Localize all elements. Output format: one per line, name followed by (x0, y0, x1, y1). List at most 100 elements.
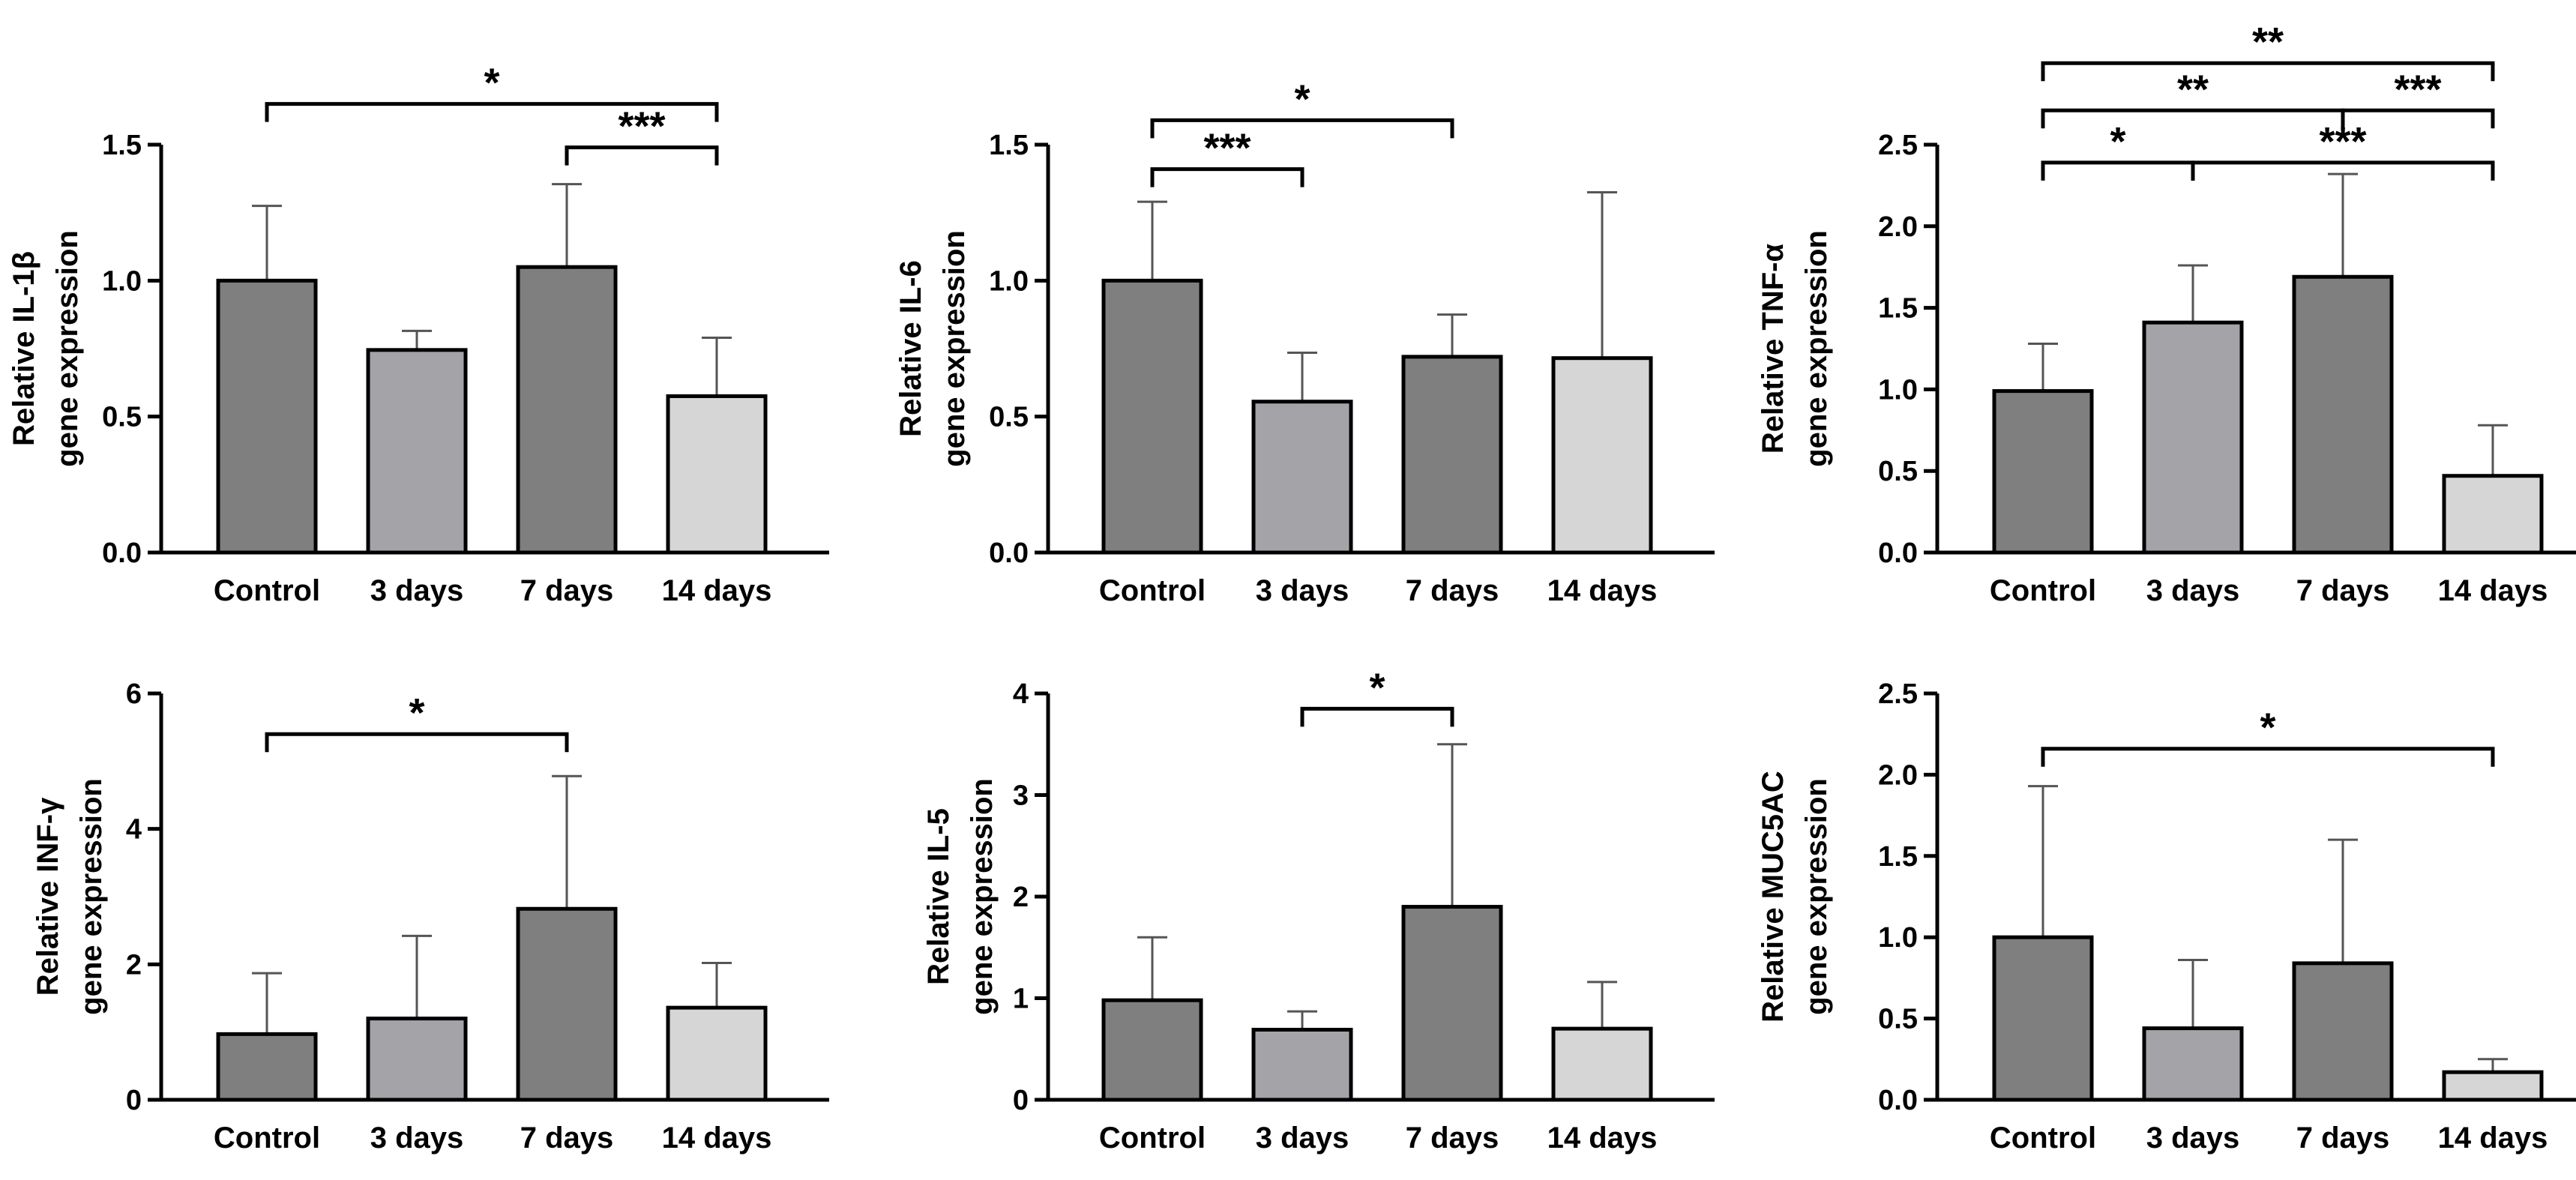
x-category-label: 14 days (1547, 1122, 1658, 1155)
x-category-label: 7 days (520, 574, 614, 607)
significance-label: *** (1203, 126, 1251, 171)
y-tick-label: 1.5 (1878, 293, 1918, 325)
significance-label: * (1294, 76, 1310, 121)
bar (1101, 998, 1203, 1102)
bar (666, 394, 768, 555)
y-axis-title: gene expression (75, 778, 108, 1015)
y-tick-label: 2 (1013, 882, 1029, 913)
bar (516, 906, 618, 1102)
significance-label: * (409, 690, 424, 735)
bar (2142, 1026, 2244, 1102)
bar (2142, 320, 2244, 555)
y-tick-label: 2.0 (1878, 759, 1918, 791)
significance-bracket (2041, 747, 2495, 767)
x-category-label: 7 days (2296, 1122, 2390, 1155)
x-category-label: 7 days (520, 1122, 614, 1155)
y-tick-label: 3 (1013, 780, 1029, 812)
y-tick-label: 1.5 (989, 130, 1029, 161)
significance-label: *** (2319, 119, 2366, 164)
significance-label: * (484, 61, 499, 106)
y-tick-label: 1.0 (1878, 374, 1918, 406)
x-category-label: Control (1099, 1122, 1206, 1155)
x-category-label: 14 days (1547, 574, 1658, 607)
y-tick-label: 4 (1013, 678, 1029, 710)
bar (2442, 1070, 2544, 1102)
y-tick-label: 0.0 (102, 538, 142, 569)
bar (366, 1017, 468, 1102)
x-category-label: 7 days (2296, 574, 2390, 607)
x-category-label: Control (1099, 574, 1206, 607)
bar (1251, 400, 1353, 555)
y-axis-title: Relative IL-5 (922, 808, 955, 985)
y-tick-label: 4 (126, 814, 142, 846)
y-tick-label: 0.0 (1878, 1085, 1918, 1116)
y-tick-label: 0.5 (102, 402, 142, 433)
bar (1992, 389, 2094, 555)
significance-bracket (2041, 108, 2345, 129)
significance-bracket (2041, 61, 2495, 82)
y-tick-label: 1.0 (989, 265, 1029, 297)
x-category-label: 14 days (2438, 1122, 2548, 1155)
y-axis-title: Relative IL-6 (894, 260, 927, 437)
y-axis-title: gene expression (1800, 778, 1833, 1015)
y-tick-label: 2 (126, 949, 142, 981)
significance-bracket (1150, 118, 1454, 139)
y-tick-label: 0 (1013, 1085, 1029, 1116)
significance-label: * (1369, 665, 1385, 710)
y-axis-title: gene expression (51, 230, 84, 467)
y-tick-label: 1.5 (1878, 841, 1918, 873)
y-tick-label: 1.0 (102, 265, 142, 297)
bar (666, 1005, 768, 1102)
bar (216, 1032, 318, 1102)
significance-label: * (2260, 705, 2275, 750)
y-tick-label: 0 (126, 1085, 142, 1116)
y-tick-label: 6 (126, 678, 142, 710)
x-category-label: 3 days (1256, 1122, 1349, 1155)
y-tick-label: 2.5 (1878, 130, 1918, 161)
x-category-label: 3 days (2146, 1122, 2240, 1155)
significance-bracket (265, 732, 569, 753)
bar (1401, 905, 1503, 1102)
significance-bracket (1150, 167, 1304, 187)
y-tick-label: 2.0 (1878, 211, 1918, 243)
bar (1551, 356, 1653, 555)
y-tick-label: 0.5 (1878, 1004, 1918, 1035)
x-category-label: 3 days (1256, 574, 1349, 607)
x-category-label: 7 days (1406, 574, 1499, 607)
bar (2292, 274, 2394, 555)
y-tick-label: 0.0 (989, 538, 1029, 569)
bar (1101, 278, 1203, 555)
x-category-label: 14 days (662, 574, 772, 607)
x-category-label: Control (214, 574, 320, 607)
y-axis-title: Relative IL-1β (7, 251, 40, 446)
significance-label: ** (2252, 19, 2284, 64)
significance-bracket (1300, 706, 1454, 727)
bar (1401, 355, 1503, 555)
bar (216, 278, 318, 555)
significance-bracket (2041, 160, 2195, 181)
y-tick-label: 2.5 (1878, 678, 1918, 710)
bar (1251, 1028, 1353, 1102)
x-category-label: 3 days (370, 574, 464, 607)
x-category-label: Control (1990, 574, 2096, 607)
y-tick-label: 0.5 (1878, 456, 1918, 487)
significance-label: * (2110, 119, 2125, 164)
bar (2292, 961, 2394, 1102)
y-axis-title: Relative MUC5AC (1757, 771, 1790, 1023)
x-category-label: Control (1990, 1122, 2096, 1155)
y-tick-label: 1 (1013, 984, 1029, 1015)
x-category-label: Control (214, 1122, 320, 1155)
significance-label: *** (2394, 67, 2441, 112)
significance-label: *** (618, 104, 665, 149)
y-tick-label: 1.0 (1878, 922, 1918, 954)
significance-bracket (265, 102, 719, 122)
y-axis-title: Relative INF-γ (31, 797, 64, 996)
x-category-label: 3 days (370, 1122, 464, 1155)
bar (1551, 1026, 1653, 1102)
y-tick-label: 0.0 (1878, 538, 1918, 569)
x-category-label: 14 days (2438, 574, 2548, 607)
y-tick-label: 1.5 (102, 130, 142, 161)
significance-bracket (565, 145, 719, 166)
bar (2442, 474, 2544, 555)
